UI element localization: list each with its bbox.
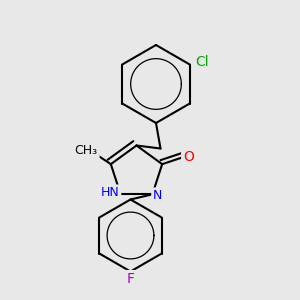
Text: O: O — [183, 150, 194, 164]
Text: CH₃: CH₃ — [76, 146, 97, 156]
Text: Cl: Cl — [195, 55, 208, 68]
Text: HN: HN — [101, 186, 119, 199]
Text: Cl: Cl — [195, 55, 208, 68]
Text: CH₃: CH₃ — [75, 144, 98, 157]
Text: F: F — [127, 272, 134, 286]
Text: N: N — [153, 189, 163, 202]
Text: F: F — [127, 272, 134, 286]
Text: N: N — [153, 189, 163, 202]
Text: O: O — [183, 150, 194, 164]
Text: HN: HN — [101, 186, 119, 199]
